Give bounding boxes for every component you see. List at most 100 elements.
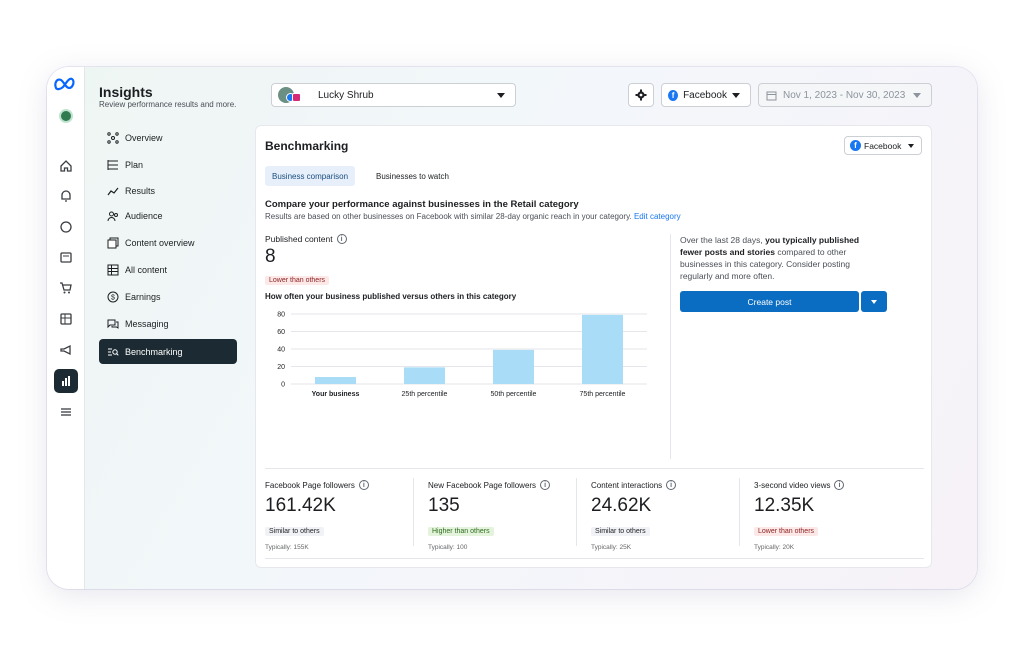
all-content-icon bbox=[107, 264, 119, 275]
calendar-icon bbox=[766, 91, 777, 100]
x-tick-label: 50th percentile bbox=[491, 391, 537, 398]
metric-divider bbox=[739, 478, 740, 546]
platform-selector[interactable]: f Facebook bbox=[661, 83, 751, 107]
platform-label: Facebook bbox=[683, 89, 727, 101]
vertical-divider bbox=[670, 234, 671, 459]
info-icon[interactable]: i bbox=[358, 480, 369, 490]
sidebar-item-all-content[interactable]: All content bbox=[99, 257, 237, 282]
status-badge: Lower than others bbox=[265, 276, 330, 285]
app-window: Insights Review performance results and … bbox=[47, 67, 977, 589]
notifications-icon[interactable] bbox=[54, 184, 78, 208]
sidebar-item-content-overview[interactable]: Content overview bbox=[99, 230, 237, 255]
sidebar-item-label: Earnings bbox=[125, 291, 161, 302]
icon-rail bbox=[47, 67, 85, 589]
metric-typical: Typically: 100 bbox=[428, 544, 468, 551]
metric-new-page-followers: New Facebook Page followers i 135 Higher … bbox=[428, 480, 578, 551]
metric-typical: Typically: 25K bbox=[591, 544, 632, 551]
audience-icon bbox=[107, 211, 118, 221]
svg-text:$: $ bbox=[111, 294, 115, 301]
card-platform-selector[interactable]: f Facebook bbox=[844, 136, 922, 155]
divider bbox=[265, 558, 924, 559]
info-icon[interactable]: i bbox=[834, 480, 845, 490]
sidebar-item-overview[interactable]: Overview bbox=[99, 125, 237, 150]
menu-icon[interactable] bbox=[54, 400, 78, 424]
date-range-selector[interactable]: Nov 1, 2023 - Nov 30, 2023 bbox=[758, 83, 932, 107]
card-title: Benchmarking bbox=[265, 139, 349, 153]
sidebar-item-audience[interactable]: Audience bbox=[99, 203, 237, 228]
metric-value: 161.42K bbox=[265, 495, 336, 516]
tab-business-comparison[interactable]: Business comparison bbox=[265, 166, 356, 186]
settings-button[interactable] bbox=[628, 83, 654, 107]
content-overview-icon bbox=[107, 237, 119, 248]
sidebar-item-label: Results bbox=[125, 185, 156, 196]
tab-businesses-to-watch[interactable]: Businesses to watch bbox=[376, 171, 449, 181]
y-tick-label: 60 bbox=[277, 329, 285, 336]
metric-value: 12.35K bbox=[754, 495, 815, 516]
comparison-description-text: Results are based on other businesses on… bbox=[265, 212, 632, 221]
status-badge: Higher than others bbox=[428, 527, 494, 536]
comparison-title: Compare your performance against busines… bbox=[265, 199, 579, 210]
metric-divider bbox=[576, 478, 577, 546]
insight-suffix: compared to other businesses in this cat… bbox=[680, 247, 850, 281]
chevron-down-icon bbox=[497, 92, 505, 98]
date-range-label: Nov 1, 2023 - Nov 30, 2023 bbox=[783, 89, 906, 101]
create-post-button[interactable]: Create post bbox=[680, 291, 859, 312]
sidebar-item-earnings[interactable]: $ Earnings bbox=[99, 284, 237, 309]
insights-icon[interactable] bbox=[54, 369, 78, 393]
metric-content-interactions: Content interactions i 24.62K Similar to … bbox=[591, 480, 741, 551]
sidebar: Insights Review performance results and … bbox=[94, 67, 276, 589]
benchmarking-icon bbox=[108, 348, 119, 356]
messages-icon[interactable] bbox=[54, 215, 78, 239]
y-tick-label: 0 bbox=[281, 382, 285, 389]
home-icon[interactable] bbox=[54, 154, 78, 178]
info-icon[interactable]: i bbox=[540, 480, 551, 490]
sidebar-item-plan[interactable]: Plan bbox=[99, 152, 237, 177]
chart-title: How often your business published versus… bbox=[265, 292, 517, 301]
sidebar-item-messaging[interactable]: Messaging bbox=[99, 311, 237, 336]
published-content-badge: Lower than others bbox=[265, 269, 330, 287]
y-tick-label: 40 bbox=[277, 347, 285, 354]
metric-label: Facebook Page followers bbox=[265, 480, 355, 490]
bar bbox=[582, 314, 623, 384]
account-avatar[interactable] bbox=[59, 109, 73, 123]
content-icon[interactable] bbox=[54, 245, 78, 269]
card-platform-label: Facebook bbox=[864, 140, 902, 151]
plan-icon bbox=[107, 159, 118, 170]
bar bbox=[315, 377, 356, 384]
facebook-icon: f bbox=[668, 89, 679, 101]
planner-icon[interactable] bbox=[54, 307, 78, 331]
earnings-icon: $ bbox=[107, 291, 119, 302]
sidebar-item-label: Plan bbox=[125, 159, 144, 170]
chevron-down-icon bbox=[732, 92, 740, 98]
bar bbox=[493, 349, 534, 384]
status-badge: Similar to others bbox=[265, 527, 324, 536]
edit-category-link[interactable]: Edit category bbox=[633, 212, 681, 221]
metric-value: 135 bbox=[428, 495, 460, 516]
x-tick-label: 25th percentile bbox=[402, 391, 448, 398]
ads-icon[interactable] bbox=[54, 338, 78, 362]
app-subtitle: Review performance results and more. bbox=[99, 100, 237, 109]
chevron-down-icon bbox=[913, 92, 921, 98]
create-post-menu-button[interactable] bbox=[861, 291, 887, 312]
status-badge: Similar to others bbox=[591, 527, 650, 536]
results-icon bbox=[107, 187, 119, 195]
sidebar-item-label: Benchmarking bbox=[125, 346, 183, 357]
sidebar-item-label: All content bbox=[125, 264, 168, 275]
sidebar-item-label: Overview bbox=[125, 132, 163, 143]
app-title: Insights bbox=[99, 84, 153, 100]
metric-divider bbox=[413, 478, 414, 546]
commerce-icon[interactable] bbox=[54, 276, 78, 300]
metric-page-followers: Facebook Page followers i 161.42K Similar… bbox=[265, 480, 415, 551]
y-tick-label: 80 bbox=[277, 312, 285, 319]
page-name: Lucky Shrub bbox=[318, 89, 374, 101]
info-icon[interactable]: i bbox=[666, 480, 677, 490]
info-icon[interactable]: i bbox=[336, 234, 347, 244]
meta-logo-icon[interactable] bbox=[53, 77, 79, 91]
page-selector[interactable]: Lucky Shrub bbox=[271, 83, 516, 107]
metric-video-views: 3-second video views i 12.35K Lower than … bbox=[754, 480, 904, 551]
sidebar-item-benchmarking[interactable]: Benchmarking bbox=[99, 339, 237, 364]
divider bbox=[265, 468, 924, 469]
sidebar-item-label: Audience bbox=[125, 210, 163, 221]
metric-label: 3-second video views bbox=[754, 480, 831, 490]
sidebar-item-results[interactable]: Results bbox=[99, 178, 237, 203]
